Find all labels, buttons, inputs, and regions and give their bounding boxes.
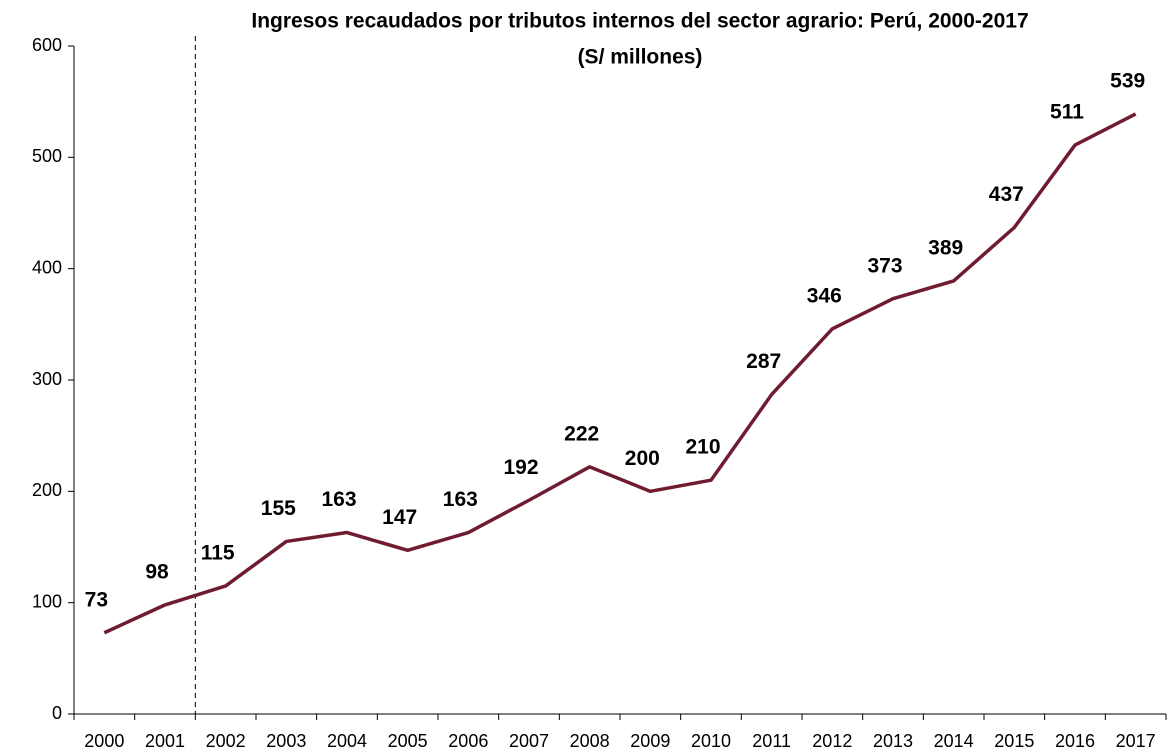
chart-subtitle: (S/ millones): [578, 46, 703, 69]
x-tick-label: 2016: [1055, 731, 1095, 751]
data-label: 200: [625, 447, 660, 470]
data-label: 210: [685, 436, 720, 459]
y-tick-label: 600: [32, 35, 62, 55]
y-tick-label: 200: [32, 480, 62, 500]
x-tick-label: 2014: [934, 731, 974, 751]
y-tick-label: 300: [32, 369, 62, 389]
y-tick-label: 400: [32, 257, 62, 277]
x-tick-label: 2017: [1116, 731, 1156, 751]
data-label: 287: [746, 350, 781, 373]
data-label: 163: [443, 488, 478, 511]
y-tick-label: 500: [32, 146, 62, 166]
x-tick-label: 2012: [812, 731, 852, 751]
x-tick-label: 2000: [84, 731, 124, 751]
data-label: 373: [867, 254, 902, 277]
x-tick-label: 2005: [388, 731, 428, 751]
x-tick-label: 2013: [873, 731, 913, 751]
data-line: [103, 112, 1137, 635]
data-label: 437: [989, 183, 1024, 206]
x-tick-label: 2009: [630, 731, 670, 751]
data-label: 98: [145, 560, 169, 583]
data-label: 147: [382, 506, 417, 529]
data-label: 389: [928, 236, 963, 259]
x-tick-label: 2008: [570, 731, 610, 751]
x-tick-label: 2006: [448, 731, 488, 751]
data-label: 163: [321, 488, 356, 511]
data-label: 192: [503, 456, 538, 479]
x-tick-label: 2015: [994, 731, 1034, 751]
x-tick-label: 2011: [752, 731, 791, 751]
data-label: 155: [261, 497, 296, 520]
chart-title: Ingresos recaudados por tributos interno…: [251, 10, 1028, 33]
data-label: 115: [201, 542, 235, 565]
y-tick-label: 100: [32, 591, 62, 611]
y-tick-label: 0: [52, 703, 62, 723]
x-tick-label: 2007: [509, 731, 549, 751]
data-label: 539: [1110, 69, 1145, 92]
x-tick-label: 2003: [266, 731, 306, 751]
x-tick-label: 2002: [206, 731, 246, 751]
x-tick-label: 2001: [145, 731, 185, 751]
data-label: 511: [1050, 101, 1084, 124]
data-label: 73: [85, 588, 108, 611]
x-tick-label: 2004: [327, 731, 367, 751]
x-tick-label: 2010: [691, 731, 731, 751]
data-label: 222: [564, 422, 599, 445]
data-label: 346: [807, 284, 842, 307]
